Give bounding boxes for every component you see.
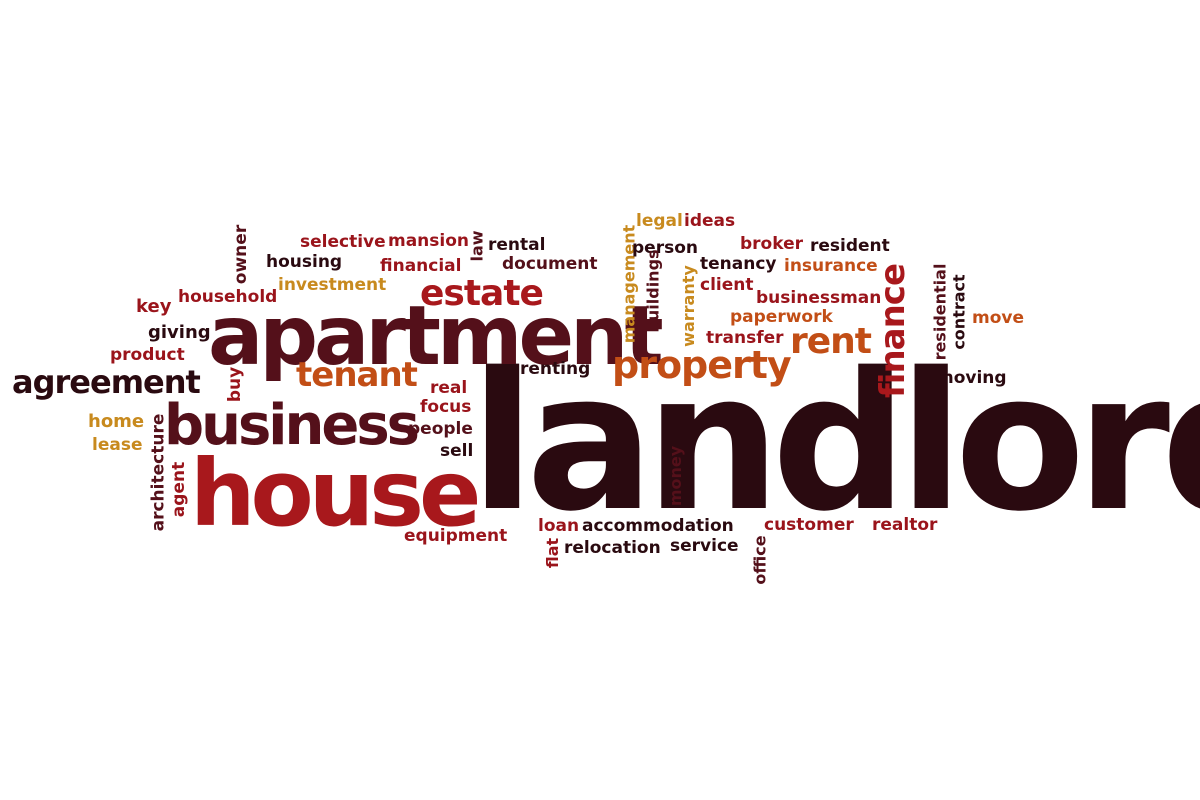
word-move: move xyxy=(972,308,1025,328)
word-transfer: transfer xyxy=(706,328,784,348)
word-selective: selective xyxy=(300,232,386,252)
word-equipment: equipment xyxy=(404,526,508,546)
word-realtor: realtor xyxy=(872,515,938,535)
word-renting: renting xyxy=(520,359,591,379)
word-house: house xyxy=(190,440,481,547)
word-landlord: landlord xyxy=(470,332,1200,553)
word-lease: lease xyxy=(92,435,143,455)
word-paperwork: paperwork xyxy=(730,307,833,327)
word-rental: rental xyxy=(488,235,546,255)
word-business: business xyxy=(164,393,420,458)
word-money: money xyxy=(666,445,686,507)
word-estate: estate xyxy=(420,273,544,314)
word-moving: moving xyxy=(936,368,1007,388)
word-tenant: tenant xyxy=(296,355,418,395)
word-document: document xyxy=(502,254,598,274)
word-insurance: insurance xyxy=(784,256,878,276)
word-sell: sell xyxy=(440,441,474,461)
word-service: service xyxy=(670,536,739,556)
word-rent: rent xyxy=(790,321,872,362)
word-key: key xyxy=(136,296,172,317)
word-giving: giving xyxy=(148,322,211,343)
word-people: people xyxy=(408,419,473,439)
word-residential: residential xyxy=(930,263,950,361)
word-person: person xyxy=(632,238,698,258)
word-property: property xyxy=(612,343,792,387)
word-real: real xyxy=(430,378,468,398)
word-apartment: apartment xyxy=(208,289,664,384)
word-buy: buy xyxy=(225,366,246,403)
word-resident: resident xyxy=(810,236,890,256)
word-relocation: relocation xyxy=(564,538,661,558)
word-mansion: mansion xyxy=(388,231,470,251)
word-law: law xyxy=(467,230,487,262)
word-investment: investment xyxy=(278,275,387,295)
word-legal: legal xyxy=(636,211,683,231)
word-office: office xyxy=(750,535,770,585)
word-broker: broker xyxy=(740,234,803,254)
word-buildings: buildings xyxy=(643,249,663,333)
word-household: household xyxy=(178,287,278,307)
word-contract: contract xyxy=(949,274,969,350)
word-architecture: architecture xyxy=(148,413,169,532)
word-client: client xyxy=(700,275,754,295)
word-loan: loan xyxy=(538,516,580,536)
word-accommodation: accommodation xyxy=(582,516,734,536)
word-warranty: warranty xyxy=(678,265,698,347)
word-financial: financial xyxy=(380,256,462,276)
word-home: home xyxy=(88,411,145,432)
word-product: product xyxy=(110,345,185,365)
word-housing: housing xyxy=(266,252,343,272)
word-agreement: agreement xyxy=(12,363,201,401)
word-agent: agent xyxy=(169,461,190,518)
word-ideas: ideas xyxy=(684,211,736,231)
word-owner: owner xyxy=(231,224,252,285)
word-tenancy: tenancy xyxy=(700,254,777,274)
word-customer: customer xyxy=(764,515,854,535)
word-focus: focus xyxy=(420,397,472,417)
word-flat: flat xyxy=(543,537,563,569)
word-finance: finance xyxy=(873,263,914,399)
word-businessman: businessman xyxy=(756,288,882,308)
